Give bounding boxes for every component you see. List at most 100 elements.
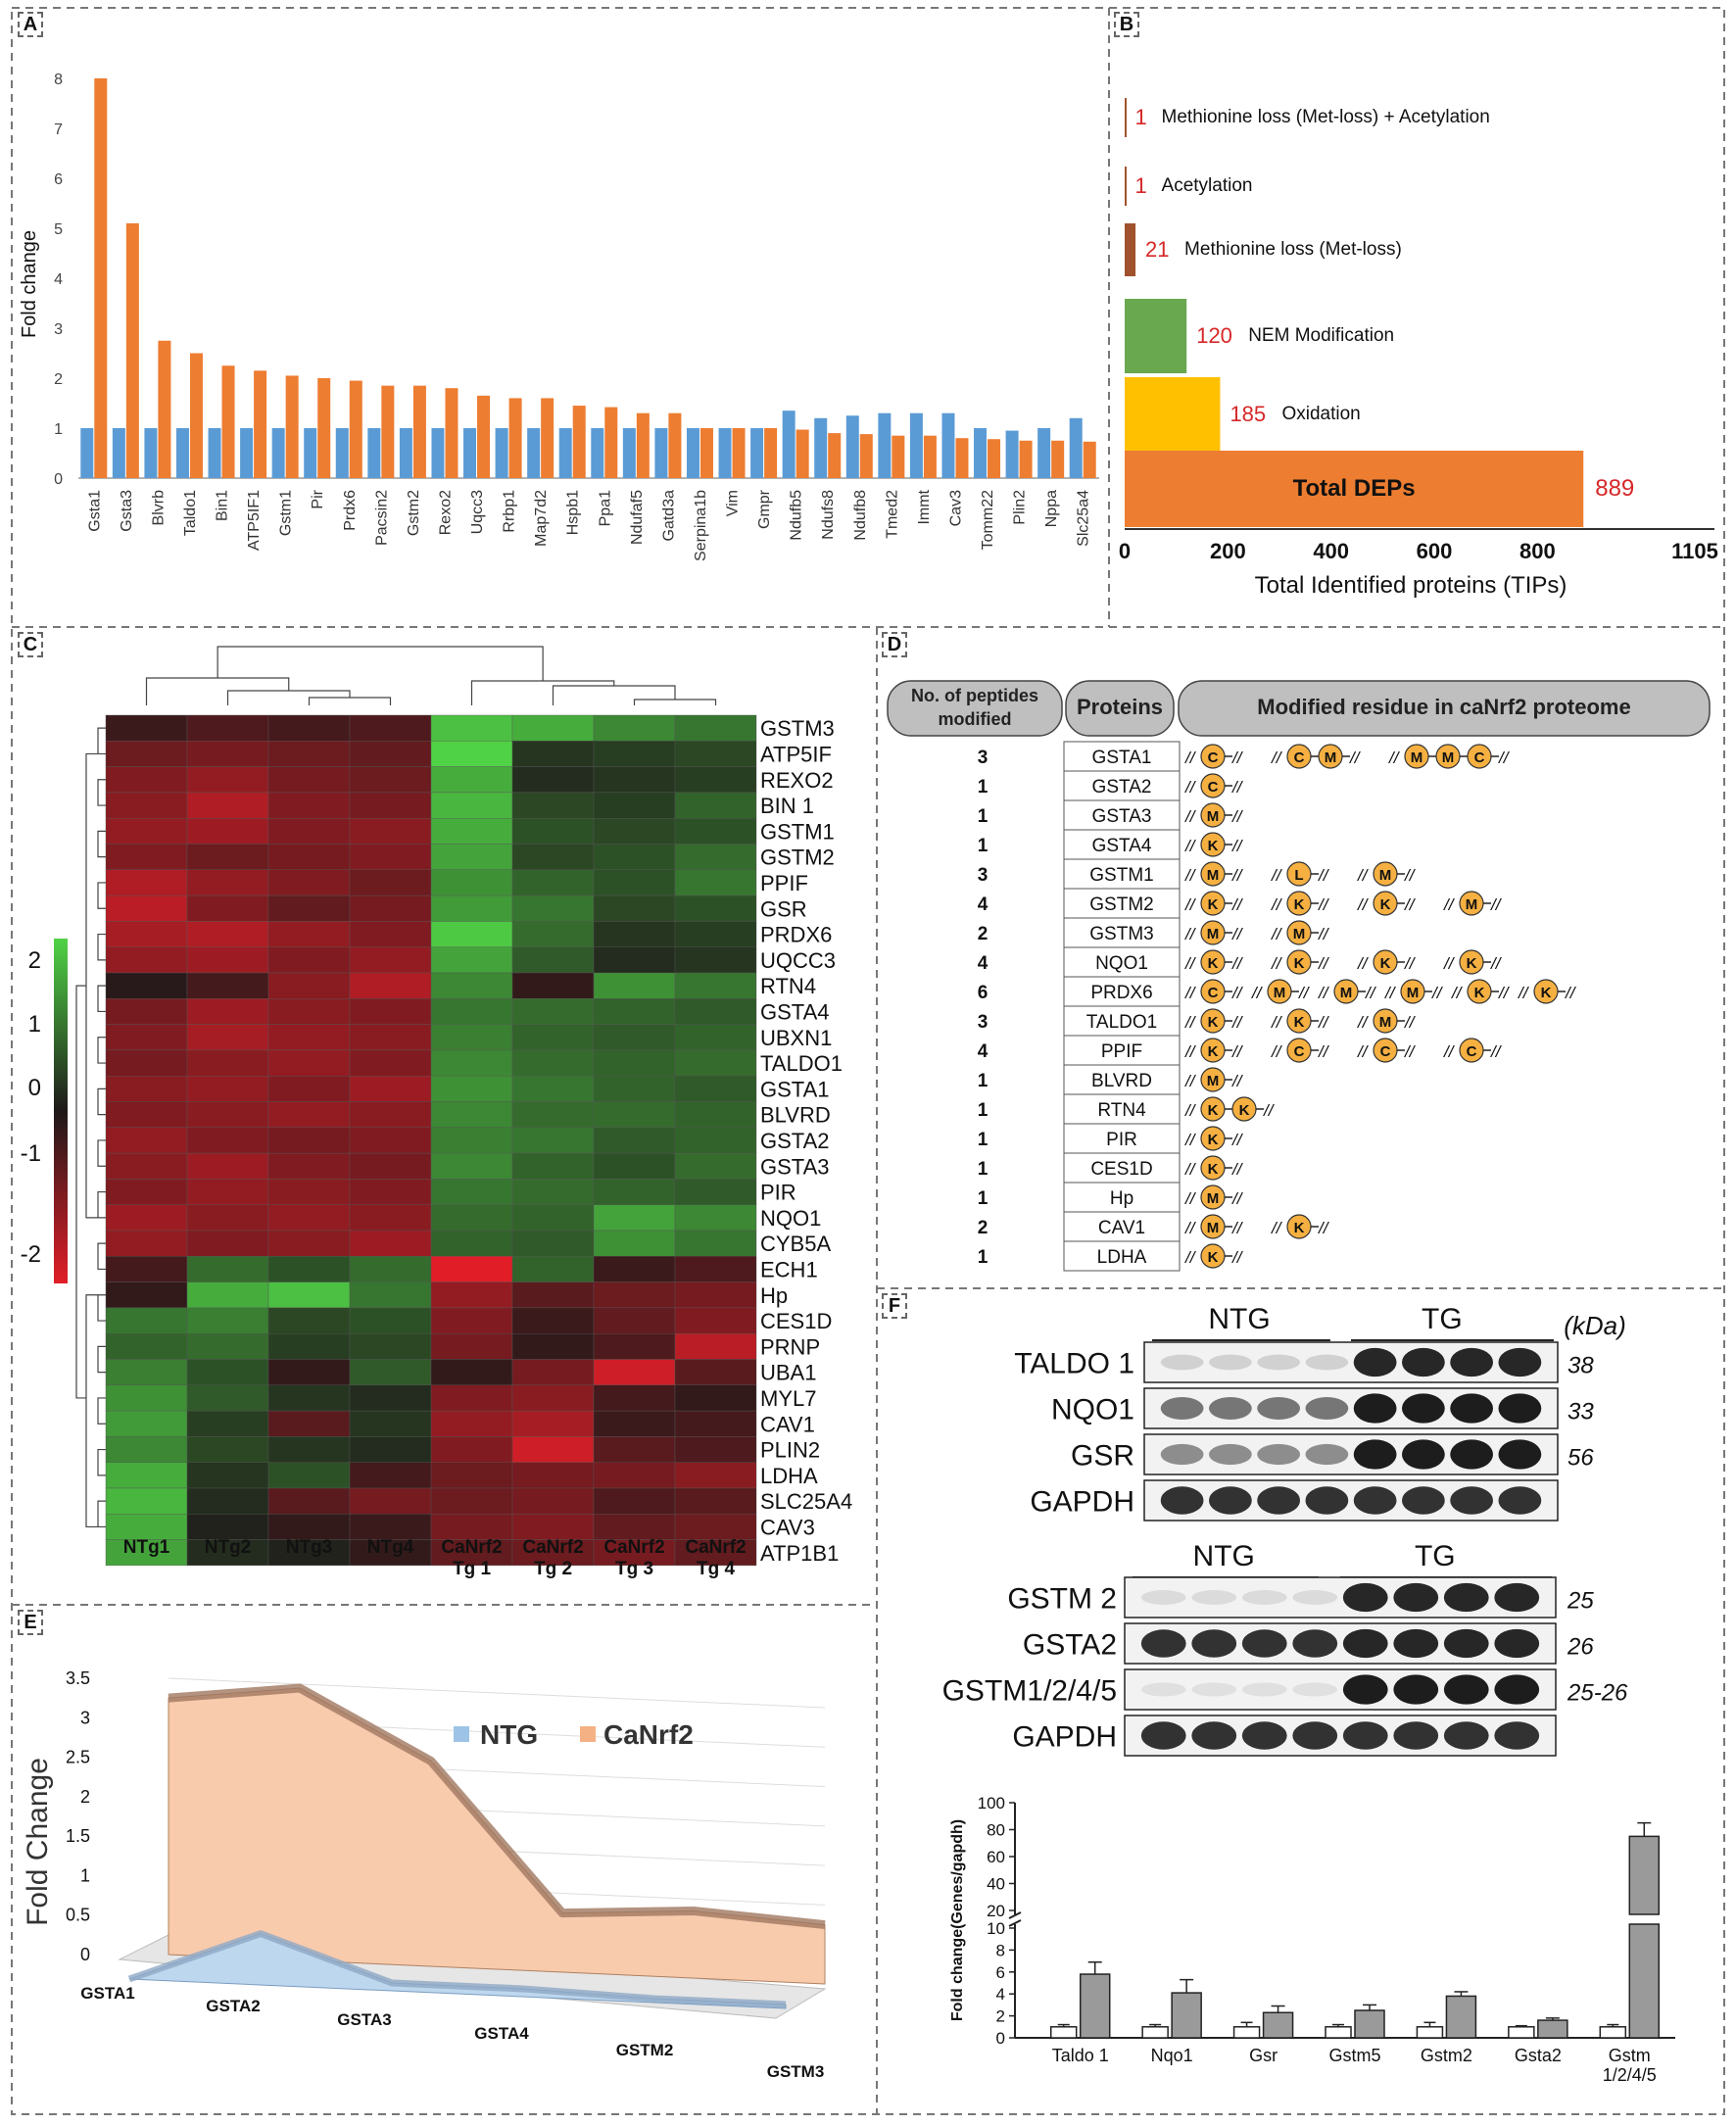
heatmap-cell [430, 741, 513, 767]
heatmap-cell [511, 946, 595, 974]
bar-ntg [750, 428, 764, 478]
x-tick-label: GSTA3 [337, 2010, 391, 2029]
heatmap-cell [593, 1179, 676, 1205]
heatmap-col-label: Tg 2 [534, 1559, 572, 1579]
bar-tg [1354, 2009, 1385, 2039]
row-dendrogram [97, 830, 106, 858]
residue-letter: K [1294, 1014, 1305, 1031]
col-dendrogram [552, 685, 676, 705]
residue-letter: M [1207, 926, 1220, 942]
break-mark: // [1184, 925, 1197, 943]
heatmap-cell [593, 998, 676, 1025]
axis-break [1008, 1919, 1022, 1927]
protein-name: GSTM3 [1089, 924, 1153, 944]
residue-letter: K [1294, 896, 1305, 913]
heatmap-cell [349, 1179, 432, 1205]
heatmap-cell [267, 921, 351, 947]
heatmap-cell [593, 1204, 676, 1232]
bar-value-label: 21 [1145, 237, 1169, 262]
bar-canrf2 [317, 378, 331, 478]
heatmap-cell [430, 1256, 513, 1282]
blot-band [1498, 1393, 1542, 1424]
heatmap-cell [105, 1179, 188, 1205]
heatmap-cell [349, 1487, 432, 1515]
y-tick-label: 7 [54, 121, 63, 138]
heatmap-cell [593, 818, 676, 845]
blot-strip [1143, 1341, 1559, 1383]
peptide-count: 1 [978, 806, 989, 827]
legend-swatch-ntg [454, 1726, 469, 1742]
bar-5 [1125, 451, 1584, 527]
bar-tg [1171, 1992, 1202, 2039]
break-mark: // [1318, 895, 1330, 914]
peptide-count: 6 [978, 983, 989, 1003]
break-mark: // [1318, 1013, 1330, 1032]
heatmap-cell [105, 766, 188, 794]
bar-canrf2 [445, 388, 458, 478]
heatmap-row-label: UQCC3 [760, 948, 836, 973]
heatmap-cell [267, 1332, 351, 1360]
blot-band [1292, 1721, 1338, 1750]
heatmap-cell [349, 998, 432, 1025]
blot-band [1208, 1443, 1252, 1466]
scale-tick-label: -2 [21, 1241, 41, 1268]
break-mark: // [1184, 1101, 1197, 1120]
break-mark: // [1231, 837, 1244, 855]
break-mark: // [1231, 1160, 1244, 1179]
break-mark: // [1231, 895, 1244, 914]
heatmap-cell [511, 1127, 595, 1154]
heatmap-col-label: Tg 4 [697, 1559, 735, 1579]
blot-band [1443, 1721, 1489, 1750]
residue-letter: K [1239, 1102, 1250, 1119]
heatmap-cell [430, 1359, 513, 1385]
bar-canrf2 [541, 398, 555, 478]
heatmap-cell [593, 869, 676, 896]
break-mark: // [1518, 984, 1530, 1002]
x-tick-label: Rexo2 [437, 490, 454, 535]
residue-letter: C [1380, 1043, 1391, 1060]
heatmap-cell [430, 1332, 513, 1360]
break-mark: // [1271, 1219, 1283, 1237]
panel-label-b: B [1114, 12, 1139, 37]
heatmap-cell [511, 1281, 595, 1309]
break-mark: // [1231, 1248, 1244, 1267]
heatmap-cell [430, 1410, 513, 1437]
row-dendrogram [97, 727, 106, 755]
y-axis-title: Fold change [19, 230, 40, 338]
heatmap-row-label: GSTM2 [760, 846, 835, 870]
y-tick-label: 10 [987, 1919, 1005, 1938]
x-tick-label: 200 [1210, 539, 1246, 563]
x-tick-label: Rrbp1 [502, 490, 518, 533]
residue-letter: C [1208, 749, 1219, 766]
heatmap-col-label: NTg2 [205, 1537, 252, 1558]
heatmap-cell [267, 1384, 351, 1412]
heatmap-cell [349, 869, 432, 896]
heatmap-cell [186, 741, 269, 767]
protein-cell [1063, 976, 1181, 1007]
break-mark: // [1271, 925, 1283, 943]
heatmap-cell [511, 972, 595, 999]
heatmap-cell [593, 1539, 676, 1567]
heatmap-cell [349, 1075, 432, 1102]
blot-band [1305, 1443, 1349, 1466]
protein-name: NQO1 [1095, 953, 1148, 974]
heatmap-cell [593, 1075, 676, 1102]
heatmap-cell [511, 1359, 595, 1385]
heatmap-cell [674, 1307, 757, 1334]
heatmap-row-label: ATP5IF [760, 742, 832, 766]
bar-value-label: 889 [1595, 475, 1634, 502]
blot-band [1160, 1443, 1204, 1466]
protein-cell [1063, 799, 1181, 831]
break-mark: // [1357, 954, 1370, 973]
bar-ntg [1416, 2026, 1444, 2039]
heatmap-row-label: PLIN2 [760, 1438, 820, 1463]
y-tick-label: 40 [987, 1875, 1005, 1894]
bar-ntg [941, 412, 955, 478]
protein-name: Hp [1110, 1188, 1133, 1209]
col-dendrogram [470, 680, 615, 705]
bar-canrf2 [349, 380, 362, 478]
heatmap-cell [267, 818, 351, 845]
group-label-ntg: NTG [1193, 1540, 1255, 1572]
x-tick-label: GSTM2 [616, 2041, 674, 2059]
